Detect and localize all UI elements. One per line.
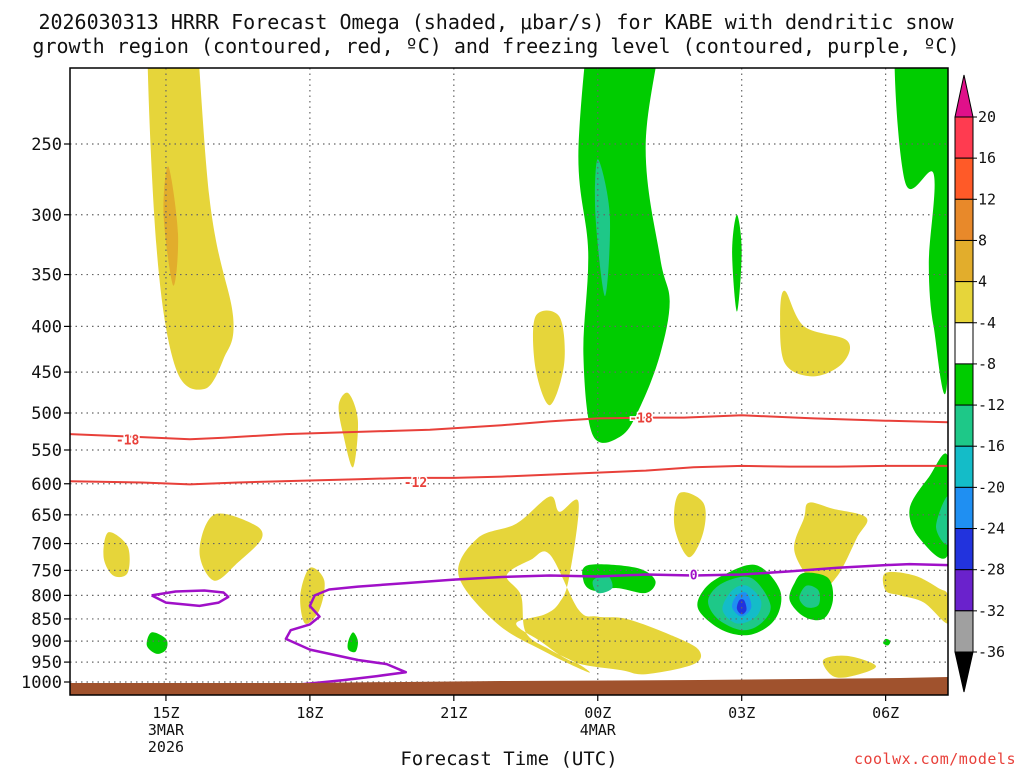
colorbar-bin-0 <box>954 116 974 159</box>
contour-label-0-1: -18 <box>629 412 653 427</box>
x-tick-label-27-0: 03Z <box>728 704 755 722</box>
colorbar-top-arrow <box>954 74 974 118</box>
colorbar-bin-6 <box>954 363 974 406</box>
contour-layer: -18 -18 -12 0 <box>70 410 948 688</box>
colorbar-bottom-arrow <box>954 651 974 693</box>
y-tick-label-700: 700 <box>31 535 62 555</box>
colorbar-label-3: 8 <box>978 231 987 249</box>
colorbar-bin-11 <box>954 569 974 612</box>
colorbar-label-13: -36 <box>978 643 1005 661</box>
chart-title-line-1: 2026030313 HRRR Forecast Omega (shaded, … <box>38 10 954 34</box>
colorbar-label-9: -20 <box>978 478 1005 496</box>
omega-region-29 <box>347 632 358 653</box>
y-tick-label-650: 650 <box>31 506 62 526</box>
omega-region-27 <box>799 585 820 608</box>
colorbar-bin-9 <box>954 486 974 530</box>
plot-frame <box>69 67 949 696</box>
contour-line-1 <box>70 464 948 486</box>
omega-region-0 <box>147 68 234 390</box>
y-tick-label-600: 600 <box>31 475 62 495</box>
omega-region-25 <box>736 599 747 615</box>
y-tick-label-350: 350 <box>31 266 62 286</box>
colorbar-bin-1 <box>954 157 974 200</box>
y-tick-label-550: 550 <box>31 441 62 461</box>
y-tick-label-900: 900 <box>31 632 62 652</box>
omega-region-9 <box>780 290 851 377</box>
colorbar-label-1: 16 <box>978 149 996 167</box>
colorbar-bin-8 <box>954 445 974 488</box>
omega-region-6 <box>532 310 565 406</box>
y-tick-label-950: 950 <box>31 653 62 673</box>
omega-region-4 <box>338 392 359 468</box>
omega-region-16 <box>894 68 948 395</box>
omega-region-28 <box>146 632 168 654</box>
omega-region-8 <box>673 492 706 558</box>
y-tick-label-800: 800 <box>31 586 62 606</box>
contour-line-3 <box>151 589 230 608</box>
colorbar-label-6: -8 <box>978 355 996 373</box>
plot-area: -18 -18 -12 0 <box>69 67 949 696</box>
terrain-surface <box>70 677 948 695</box>
x-tick-label-15-2: 2026 <box>148 738 184 756</box>
x-tick-label-24-0: 00Z <box>584 704 611 722</box>
colorbar-bin-4 <box>954 281 974 324</box>
chart-title-line-2: growth region (contoured, red, ºC) and f… <box>32 34 959 58</box>
y-tick-label-750: 750 <box>31 561 62 581</box>
colorbar-label-8: -16 <box>978 437 1005 455</box>
colorbar-bin-7 <box>954 404 974 447</box>
credit-text: coolwx.com/models <box>854 750 1016 768</box>
y-tick-label-400: 400 <box>31 317 62 337</box>
x-axis-label: Forecast Time (UTC) <box>400 748 617 768</box>
x-tick-label-21-0: 21Z <box>440 704 467 722</box>
colorbar-bin-10 <box>954 528 974 571</box>
omega-region-18 <box>936 496 948 545</box>
x-tick-label-15-1: 3MAR <box>148 721 185 739</box>
omega-region-12 <box>882 571 948 624</box>
pressure-axis: 2503003504004505005506006507007508008509… <box>21 135 70 693</box>
x-tick-label-18-0: 18Z <box>296 704 323 722</box>
contour-label-1-0: -12 <box>404 476 427 491</box>
colorbar-bin-3 <box>954 239 974 283</box>
omega-region-30 <box>883 638 891 646</box>
contour-label-0-0: -18 <box>116 433 140 448</box>
colorbar-label-5: -4 <box>978 314 996 332</box>
omega-region-7 <box>458 496 702 675</box>
omega-region-13 <box>578 68 670 443</box>
colorbar-bin-13 <box>954 610 974 653</box>
y-tick-label-500: 500 <box>31 404 62 424</box>
omega-colorbar: 20 16 12 8 4 -4 -8 -12 -16 -20 -24 -28 -32 -36 <box>954 74 1005 693</box>
colorbar-bin-2 <box>954 198 974 241</box>
terrain-layer <box>70 677 948 695</box>
x-tick-label-24-1: 4MAR <box>580 721 617 739</box>
contour-line-2 <box>284 562 948 688</box>
colorbar-label-10: -24 <box>978 520 1005 538</box>
omega-region-3 <box>199 513 263 581</box>
contour-label-2-0: 0 <box>690 568 698 583</box>
x-tick-label-30-0: 06Z <box>872 704 899 722</box>
y-tick-label-1000: 1000 <box>21 673 62 693</box>
omega-shading-layer <box>103 68 948 678</box>
omega-region-1 <box>163 166 179 286</box>
colorbar-label-12: -32 <box>978 602 1005 620</box>
omega-region-11 <box>822 655 877 678</box>
y-tick-label-450: 450 <box>31 363 62 383</box>
y-tick-label-850: 850 <box>31 610 62 630</box>
colorbar-label-4: 4 <box>978 273 987 291</box>
contour-line-0 <box>70 414 948 441</box>
colorbar-label-0: 20 <box>978 108 996 126</box>
omega-region-14 <box>594 159 611 297</box>
y-tick-label-300: 300 <box>31 206 62 226</box>
omega-region-10 <box>794 502 868 590</box>
omega-region-15 <box>732 214 742 312</box>
y-tick-label-250: 250 <box>31 135 62 155</box>
colorbar-bin-5 <box>954 322 974 365</box>
colorbar-label-11: -28 <box>978 561 1005 579</box>
colorbar-label-2: 12 <box>978 190 996 208</box>
colorbar-label-7: -12 <box>978 396 1005 414</box>
x-tick-label-15-0: 15Z <box>152 704 179 722</box>
